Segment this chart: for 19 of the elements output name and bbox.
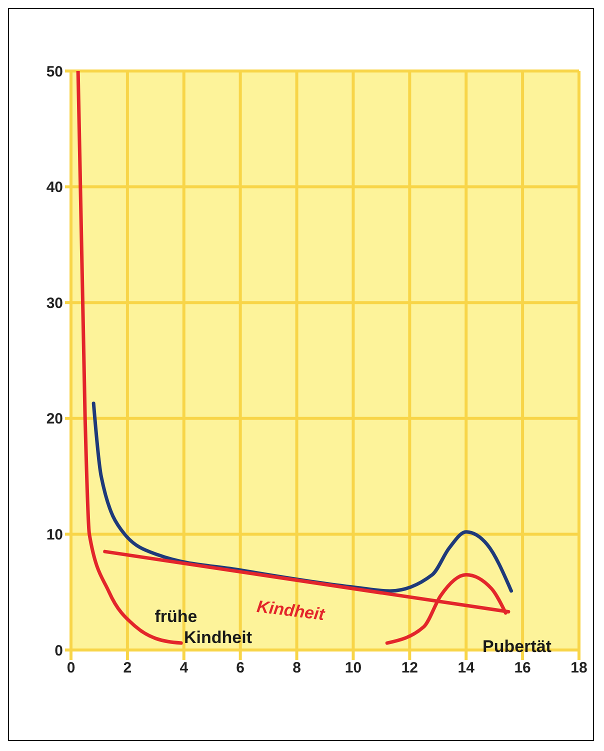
x-tick-label: 2	[123, 660, 132, 677]
x-tick-label: 18	[570, 660, 588, 677]
y-tick-label: 30	[46, 294, 63, 312]
x-tick-label: 8	[292, 660, 301, 677]
x-tick-label: 10	[344, 660, 362, 677]
x-tick-label: 16	[514, 660, 531, 677]
x-tick-label: 4	[180, 660, 189, 677]
y-tick-label: 40	[46, 179, 63, 196]
y-tick-label: 0	[54, 642, 63, 660]
y-tick-label: 50	[46, 63, 63, 80]
x-tick-label: 14	[458, 660, 476, 677]
x-tick-label: 0	[66, 660, 76, 677]
x-tick-label: 12	[401, 660, 418, 677]
y-tick-label: 10	[46, 526, 63, 544]
annotation: Kindheit	[256, 596, 327, 624]
y-tick-label: 20	[46, 410, 63, 428]
annotation: Pubertät	[482, 637, 552, 656]
x-tick-label: 6	[236, 660, 245, 677]
annotation: frühe Kindheit	[154, 607, 252, 647]
